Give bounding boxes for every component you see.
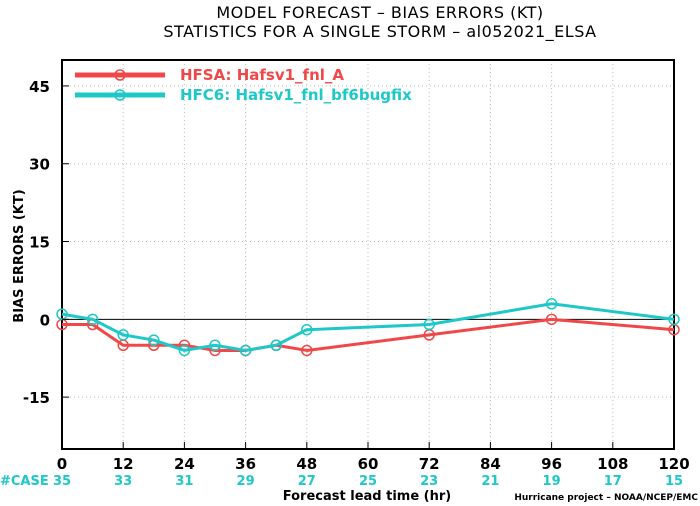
x-tick-label: 60 bbox=[358, 455, 379, 473]
case-count: 15 bbox=[665, 474, 683, 489]
x-tick-label: 0 bbox=[57, 455, 67, 473]
x-tick-label: 48 bbox=[296, 455, 317, 473]
y-tick-label: 30 bbox=[29, 156, 50, 174]
y-tick-label: 45 bbox=[29, 78, 50, 96]
series-point bbox=[423, 318, 435, 331]
case-count: 35 bbox=[53, 474, 71, 489]
legend-swatch-marker bbox=[114, 89, 126, 101]
x-tick-label: 84 bbox=[480, 455, 501, 473]
series-point bbox=[301, 344, 313, 357]
series-point bbox=[545, 313, 558, 326]
case-count: 25 bbox=[359, 474, 377, 489]
series-point bbox=[270, 339, 282, 352]
y-axis-label: BIAS ERRORS (KT) bbox=[12, 189, 27, 322]
series-point bbox=[239, 344, 252, 357]
series-point bbox=[178, 344, 191, 357]
case-count: 27 bbox=[298, 474, 316, 489]
legend-swatch-marker bbox=[114, 69, 126, 81]
series-point bbox=[117, 329, 129, 341]
chart-subtitle: STATISTICS FOR A SINGLE STORM – al052021… bbox=[163, 22, 596, 42]
series-line bbox=[62, 317, 675, 352]
series-point bbox=[148, 334, 160, 346]
chart-title: MODEL FORECAST – BIAS ERRORS (KT) bbox=[216, 3, 543, 22]
x-tick-label: 120 bbox=[658, 455, 689, 473]
x-tick-label: 108 bbox=[597, 455, 628, 473]
case-count: 29 bbox=[237, 474, 255, 489]
series-layer bbox=[56, 298, 680, 357]
series-point bbox=[301, 323, 313, 336]
legend: HFSA: Hafsv1_fnl_A HFC6: Hafsv1_fnl_bf6bu… bbox=[75, 66, 412, 104]
y-tick-label: 0 bbox=[40, 311, 50, 329]
y-tick-label: -15 bbox=[23, 389, 50, 407]
case-counts: 35 33 31 29 27 25 23 21 19 17 15 bbox=[53, 474, 683, 489]
case-count: 21 bbox=[481, 474, 499, 489]
x-tick-label: 36 bbox=[235, 455, 256, 473]
case-count: 19 bbox=[543, 474, 561, 489]
legend-label: HFSA: Hafsv1_fnl_A bbox=[180, 66, 344, 84]
x-tick-label: 12 bbox=[113, 455, 134, 473]
plot-frame bbox=[61, 59, 675, 450]
series-2 bbox=[56, 298, 680, 357]
series-point bbox=[86, 313, 99, 326]
case-count: 31 bbox=[175, 474, 193, 489]
y-tick-labels: -15 0 15 30 45 bbox=[23, 78, 69, 407]
case-count: 33 bbox=[114, 474, 132, 489]
x-tick-labels: 0 12 24 36 48 60 72 84 96 108 120 bbox=[57, 442, 690, 473]
grid bbox=[62, 60, 674, 449]
x-tick-label: 72 bbox=[419, 455, 440, 473]
series-point bbox=[209, 339, 221, 352]
x-tick-label: 24 bbox=[174, 455, 195, 473]
y-tick-label: 15 bbox=[29, 234, 50, 252]
x-tick-label: 96 bbox=[541, 455, 562, 473]
x-axis-label: Forecast lead time (hr) bbox=[283, 489, 451, 504]
case-count: 23 bbox=[420, 474, 438, 489]
series-point bbox=[545, 298, 558, 310]
credit-text: Hurricane project – NOAA/NCEP/EMC bbox=[514, 493, 698, 503]
case-label: #CASE bbox=[0, 474, 49, 489]
series-point bbox=[668, 313, 680, 326]
legend-label: HFC6: Hafsv1_fnl_bf6bugfix bbox=[180, 86, 412, 104]
case-count: 17 bbox=[604, 474, 622, 489]
